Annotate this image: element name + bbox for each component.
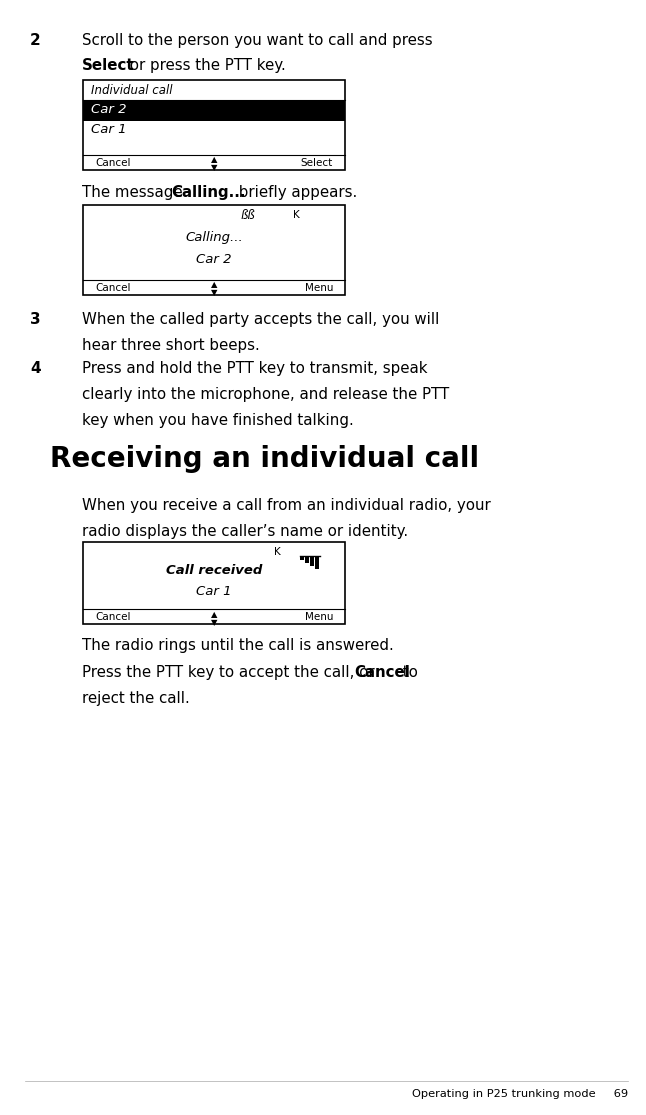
Text: Menu: Menu xyxy=(304,282,333,292)
Text: or press the PTT key.: or press the PTT key. xyxy=(125,58,286,72)
Text: hear three short beeps.: hear three short beeps. xyxy=(82,338,260,353)
Text: Cancel: Cancel xyxy=(95,612,130,622)
Text: ßß: ßß xyxy=(240,209,255,222)
Text: Individual call: Individual call xyxy=(91,84,172,97)
Text: K: K xyxy=(275,547,281,558)
Text: Select: Select xyxy=(82,58,134,72)
Text: When you receive a call from an individual radio, your: When you receive a call from an individu… xyxy=(82,498,491,513)
Bar xyxy=(83,542,345,624)
Text: K: K xyxy=(293,210,299,220)
Text: key when you have finished talking.: key when you have finished talking. xyxy=(82,413,354,428)
Text: Press and hold the PTT key to transmit, speak: Press and hold the PTT key to transmit, … xyxy=(82,361,428,376)
Text: to: to xyxy=(398,665,418,680)
Text: Select: Select xyxy=(301,157,333,167)
Text: The radio rings until the call is answered.: The radio rings until the call is answer… xyxy=(82,638,394,653)
Text: Car 1: Car 1 xyxy=(91,123,127,136)
Text: Operating in P25 trunking mode     69: Operating in P25 trunking mode 69 xyxy=(412,1089,628,1099)
Text: The message: The message xyxy=(82,185,187,200)
Text: Cancel: Cancel xyxy=(355,665,410,680)
Text: ▲
▼: ▲ ▼ xyxy=(211,610,217,627)
Text: reject the call.: reject the call. xyxy=(82,691,190,706)
Bar xyxy=(311,556,315,566)
Text: Receiving an individual call: Receiving an individual call xyxy=(50,445,479,473)
Text: 3: 3 xyxy=(30,312,41,327)
Text: Car 2: Car 2 xyxy=(91,103,127,116)
Bar xyxy=(83,100,345,122)
Text: Car 2: Car 2 xyxy=(196,253,232,266)
Bar xyxy=(83,80,345,169)
Text: ▲
▼: ▲ ▼ xyxy=(211,155,217,172)
Text: Cancel: Cancel xyxy=(95,157,130,167)
Bar xyxy=(315,556,320,569)
Text: When the called party accepts the call, you will: When the called party accepts the call, … xyxy=(82,312,439,327)
Text: Press the PTT key to accept the call, or: Press the PTT key to accept the call, or xyxy=(82,665,379,680)
Text: briefly appears.: briefly appears. xyxy=(234,185,358,200)
Bar xyxy=(300,556,304,560)
Text: Car 1: Car 1 xyxy=(196,585,232,598)
Bar xyxy=(83,205,345,295)
Text: Calling...: Calling... xyxy=(185,231,243,244)
Text: clearly into the microphone, and release the PTT: clearly into the microphone, and release… xyxy=(82,387,449,403)
Text: Call received: Call received xyxy=(166,564,262,576)
Text: radio displays the caller’s name or identity.: radio displays the caller’s name or iden… xyxy=(82,524,408,539)
Text: ▲
▼: ▲ ▼ xyxy=(211,281,217,297)
Bar xyxy=(306,556,309,563)
Text: 4: 4 xyxy=(30,361,41,376)
Text: 2: 2 xyxy=(30,33,41,48)
Text: Cancel: Cancel xyxy=(95,282,130,292)
Text: Menu: Menu xyxy=(304,612,333,622)
Text: Scroll to the person you want to call and press: Scroll to the person you want to call an… xyxy=(82,33,433,48)
Text: Calling...: Calling... xyxy=(171,185,246,200)
